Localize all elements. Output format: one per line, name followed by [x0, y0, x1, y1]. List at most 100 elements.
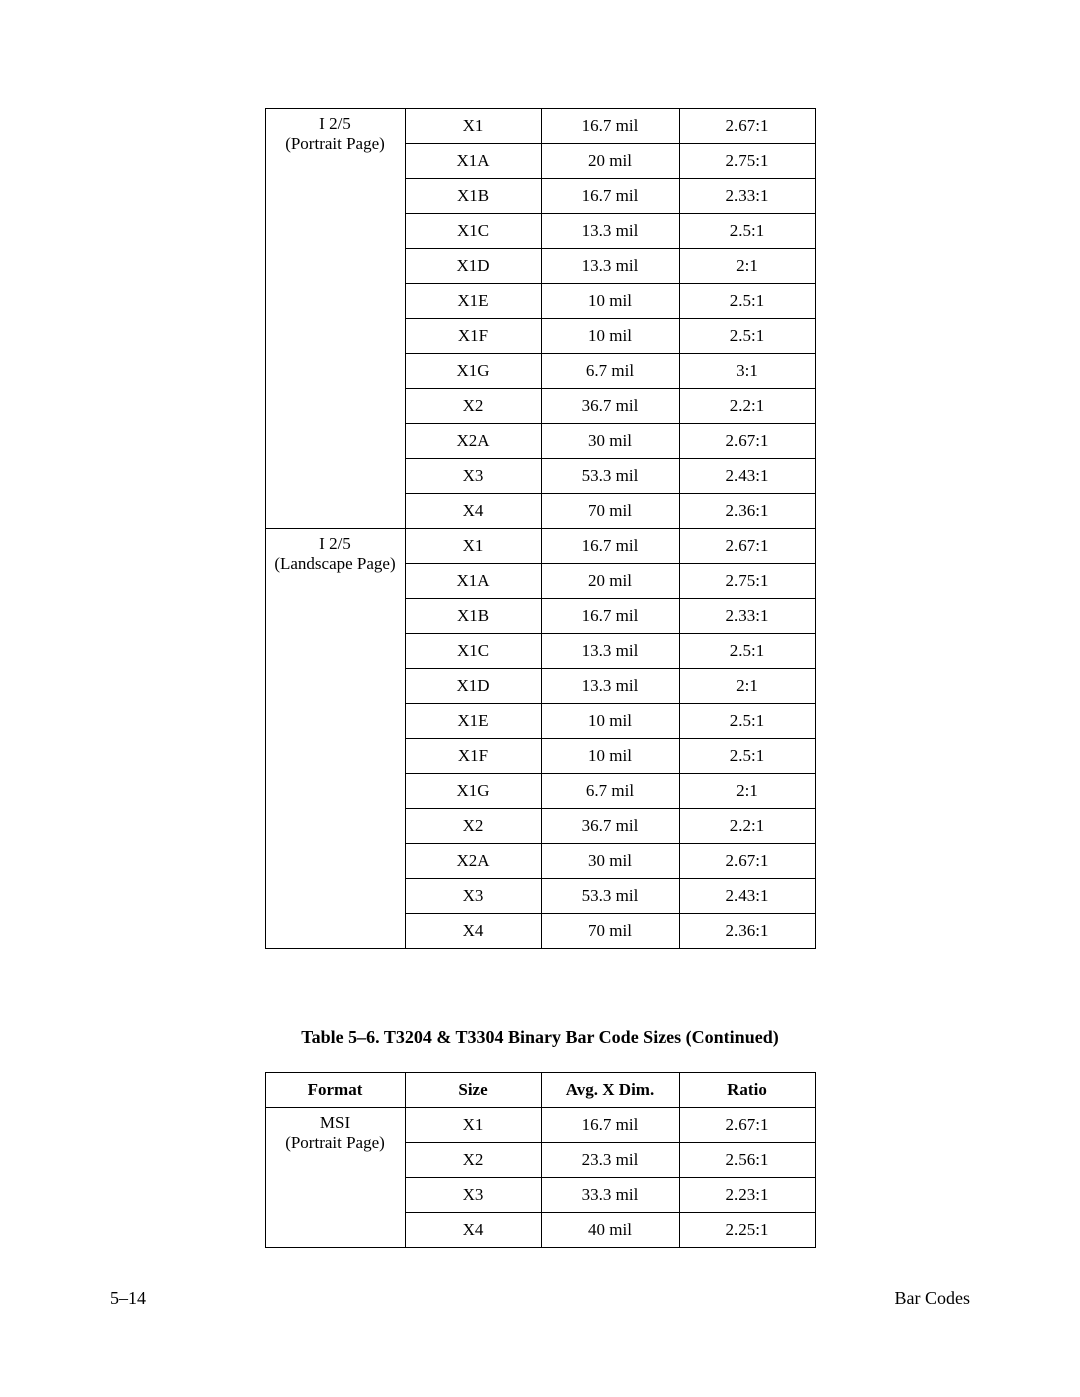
- ratio-cell: 2:1: [679, 774, 815, 809]
- barcode-table-2: Format Size Avg. X Dim. Ratio MSI(Portra…: [265, 1072, 816, 1248]
- ratio-cell: 2.75:1: [679, 564, 815, 599]
- ratio-cell: 2.2:1: [679, 389, 815, 424]
- size-cell: X3: [405, 459, 541, 494]
- size-cell: X1F: [405, 319, 541, 354]
- size-cell: X1C: [405, 214, 541, 249]
- col-header-format: Format: [265, 1073, 405, 1108]
- size-cell: X1: [405, 1108, 541, 1143]
- ratio-cell: 2.25:1: [679, 1213, 815, 1248]
- format-label-line1: I 2/5: [272, 114, 399, 134]
- dim-cell: 36.7 mil: [541, 809, 679, 844]
- ratio-cell: 2.67:1: [679, 529, 815, 564]
- size-cell: X2A: [405, 844, 541, 879]
- size-cell: X3: [405, 879, 541, 914]
- dim-cell: 10 mil: [541, 319, 679, 354]
- size-cell: X1C: [405, 634, 541, 669]
- format-cell: I 2/5(Portrait Page): [265, 109, 405, 529]
- table-header-row: Format Size Avg. X Dim. Ratio: [265, 1073, 815, 1108]
- dim-cell: 70 mil: [541, 914, 679, 949]
- dim-cell: 13.3 mil: [541, 634, 679, 669]
- format-label-line2: (Portrait Page): [272, 1133, 399, 1153]
- dim-cell: 6.7 mil: [541, 774, 679, 809]
- dim-cell: 53.3 mil: [541, 459, 679, 494]
- ratio-cell: 2.23:1: [679, 1178, 815, 1213]
- ratio-cell: 2.36:1: [679, 494, 815, 529]
- dim-cell: 30 mil: [541, 424, 679, 459]
- size-cell: X1G: [405, 774, 541, 809]
- dim-cell: 16.7 mil: [541, 529, 679, 564]
- dim-cell: 10 mil: [541, 284, 679, 319]
- size-cell: X1E: [405, 284, 541, 319]
- dim-cell: 36.7 mil: [541, 389, 679, 424]
- dim-cell: 23.3 mil: [541, 1143, 679, 1178]
- dim-cell: 13.3 mil: [541, 214, 679, 249]
- ratio-cell: 2:1: [679, 669, 815, 704]
- table-row: MSI(Portrait Page)X116.7 mil2.67:1: [265, 1108, 815, 1143]
- ratio-cell: 2.75:1: [679, 144, 815, 179]
- dim-cell: 16.7 mil: [541, 179, 679, 214]
- size-cell: X1E: [405, 704, 541, 739]
- dim-cell: 16.7 mil: [541, 109, 679, 144]
- size-cell: X2: [405, 809, 541, 844]
- dim-cell: 13.3 mil: [541, 249, 679, 284]
- section-title: Bar Codes: [895, 1288, 971, 1309]
- ratio-cell: 2.67:1: [679, 844, 815, 879]
- dim-cell: 10 mil: [541, 739, 679, 774]
- barcode-table-1: I 2/5(Portrait Page)X116.7 mil2.67:1X1A2…: [265, 108, 816, 949]
- dim-cell: 70 mil: [541, 494, 679, 529]
- format-label-line1: I 2/5: [272, 534, 399, 554]
- size-cell: X1F: [405, 739, 541, 774]
- ratio-cell: 2.5:1: [679, 634, 815, 669]
- col-header-size: Size: [405, 1073, 541, 1108]
- ratio-cell: 2.2:1: [679, 809, 815, 844]
- size-cell: X1A: [405, 144, 541, 179]
- dim-cell: 53.3 mil: [541, 879, 679, 914]
- ratio-cell: 2.5:1: [679, 319, 815, 354]
- format-label-line2: (Portrait Page): [272, 134, 399, 154]
- ratio-cell: 2.67:1: [679, 1108, 815, 1143]
- ratio-cell: 2.5:1: [679, 284, 815, 319]
- format-label-line2: (Landscape Page): [272, 554, 399, 574]
- ratio-cell: 3:1: [679, 354, 815, 389]
- size-cell: X2: [405, 1143, 541, 1178]
- size-cell: X2: [405, 389, 541, 424]
- ratio-cell: 2.43:1: [679, 459, 815, 494]
- dim-cell: 10 mil: [541, 704, 679, 739]
- ratio-cell: 2.67:1: [679, 109, 815, 144]
- dim-cell: 16.7 mil: [541, 1108, 679, 1143]
- page-number: 5–14: [110, 1288, 146, 1309]
- col-header-ratio: Ratio: [679, 1073, 815, 1108]
- ratio-cell: 2.5:1: [679, 704, 815, 739]
- size-cell: X4: [405, 494, 541, 529]
- ratio-cell: 2:1: [679, 249, 815, 284]
- size-cell: X2A: [405, 424, 541, 459]
- size-cell: X4: [405, 914, 541, 949]
- page: I 2/5(Portrait Page)X116.7 mil2.67:1X1A2…: [0, 0, 1080, 1397]
- ratio-cell: 2.43:1: [679, 879, 815, 914]
- size-cell: X1: [405, 529, 541, 564]
- size-cell: X1: [405, 109, 541, 144]
- col-header-dim: Avg. X Dim.: [541, 1073, 679, 1108]
- dim-cell: 30 mil: [541, 844, 679, 879]
- ratio-cell: 2.5:1: [679, 739, 815, 774]
- dim-cell: 40 mil: [541, 1213, 679, 1248]
- dim-cell: 6.7 mil: [541, 354, 679, 389]
- ratio-cell: 2.36:1: [679, 914, 815, 949]
- dim-cell: 16.7 mil: [541, 599, 679, 634]
- size-cell: X1B: [405, 599, 541, 634]
- ratio-cell: 2.56:1: [679, 1143, 815, 1178]
- dim-cell: 20 mil: [541, 144, 679, 179]
- dim-cell: 33.3 mil: [541, 1178, 679, 1213]
- size-cell: X1A: [405, 564, 541, 599]
- dim-cell: 13.3 mil: [541, 669, 679, 704]
- format-cell: I 2/5(Landscape Page): [265, 529, 405, 949]
- dim-cell: 20 mil: [541, 564, 679, 599]
- table-caption: Table 5–6. T3204 & T3304 Binary Bar Code…: [110, 1027, 970, 1048]
- ratio-cell: 2.67:1: [679, 424, 815, 459]
- format-cell: MSI(Portrait Page): [265, 1108, 405, 1248]
- ratio-cell: 2.5:1: [679, 214, 815, 249]
- ratio-cell: 2.33:1: [679, 179, 815, 214]
- table-row: I 2/5(Portrait Page)X116.7 mil2.67:1: [265, 109, 815, 144]
- size-cell: X4: [405, 1213, 541, 1248]
- size-cell: X3: [405, 1178, 541, 1213]
